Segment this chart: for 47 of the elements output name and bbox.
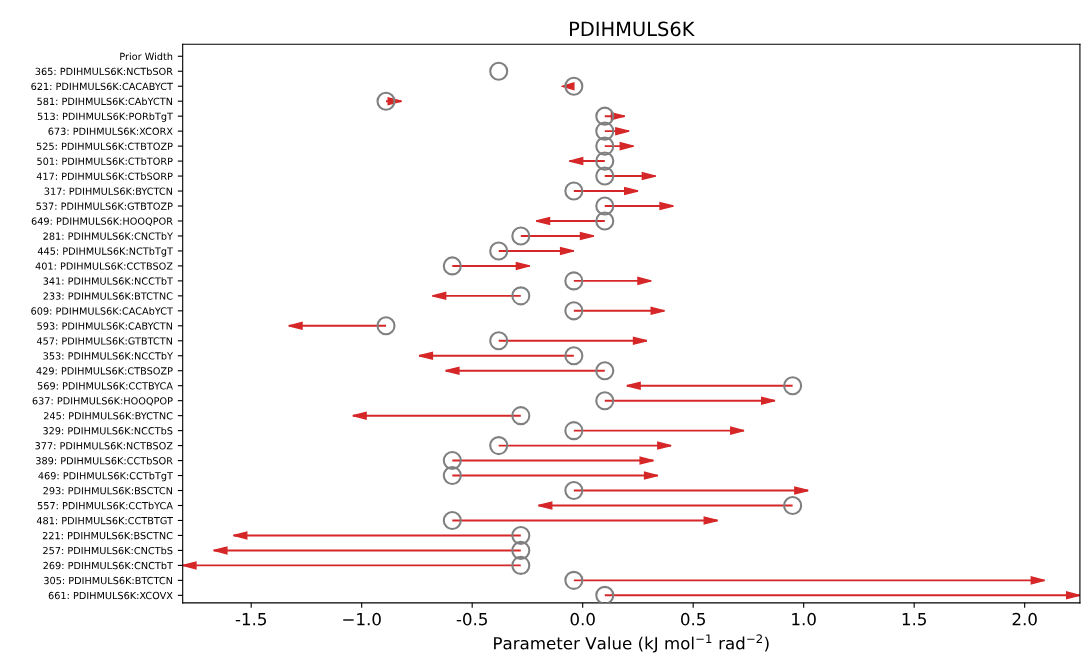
y-tick-label: 353: PDIHMULS6K:NCCTbY — [43, 352, 173, 360]
y-tick-label: 377: PDIHMULS6K:NCTBSOZ — [35, 442, 173, 450]
y-tick-label: 569: PDIHMULS6K:CCTBYCA — [37, 382, 173, 390]
y-tick-label: 221: PDIHMULS6K:BSCTNC — [42, 531, 173, 540]
y-tick-label: 457: PDIHMULS6K:GTBTCTN — [36, 337, 173, 345]
y-tick-label: 609: PDIHMULS6K:CACAbYCT — [31, 307, 173, 315]
x-tick-label: 0.0 — [570, 612, 595, 626]
y-tick-label: 469: PDIHMULS6K:CCTbTgT — [38, 471, 173, 482]
y-tick-label: 593: PDIHMULS6K:CABYCTN — [37, 322, 173, 330]
y-tick-label: Prior Width — [120, 52, 173, 61]
y-tick-label: 525: PDIHMULS6K:CTBTOZP — [36, 142, 173, 150]
x-tick-label: -1.5 — [235, 613, 266, 626]
y-tick-label: 417: PDIHMULS6K:CTbSORP — [36, 172, 173, 180]
y-tick-label: 233: PDIHMULS6K:BTCTNC — [43, 292, 173, 300]
y-tick-label: 281: PDIHMULS6K:CNCTbY — [43, 232, 173, 240]
x-axis-title: Parameter Value (kJ mol$^{−1}$ rad$^{−2}$) — [494, 634, 769, 653]
y-tick-label: 661: PDIHMULS6K:XCOVX — [48, 591, 173, 600]
y-tick-label: 557: PDIHMULS6K:CCTbYCA — [37, 501, 173, 510]
chart-title: PDIHMULS6K — [570, 21, 695, 37]
y-tick-label: 621: PDIHMULS6K:CACABYCT — [31, 82, 173, 91]
y-tick-label: 389: PDIHMULS6K:CCTbSOR — [36, 456, 173, 465]
y-tick-label: 673: PDIHMULS6K:XCORX — [48, 127, 173, 135]
x-tick-label: 2.0 — [1012, 612, 1037, 626]
y-tick-label: 429: PDIHMULS6K:CTBSOZP — [36, 367, 173, 375]
x-tick-label: −1.0 — [343, 612, 381, 626]
y-tick-label: 637: PDIHMULS6K:HOOQPOP — [32, 397, 173, 406]
y-tick-label: 305: PDIHMULS6K:BTCTCN — [44, 576, 173, 585]
y-tick-label: 269: PDIHMULS6K:CNCTbT — [43, 561, 173, 570]
x-tick-label: 0.5 — [681, 612, 705, 626]
y-tick-label: 257: PDIHMULS6K:CNCTbS — [43, 546, 173, 555]
x-tick-label: -0.5 — [456, 612, 487, 626]
y-tick-label: 317: PDIHMULS6K:BYCTCN — [44, 187, 173, 195]
y-tick-label: 365: PDIHMULS6K:NCTbSOR — [35, 67, 173, 76]
x-tick-label: 1.5 — [902, 613, 926, 626]
y-tick-label: 649: PDIHMULS6K:HOOQPOR — [31, 217, 173, 226]
y-tick-label: 445: PDIHMULS6K:NCTbTgT — [37, 247, 173, 257]
x-tick-label: 1.0 — [792, 612, 816, 626]
y-tick-label: 537: PDIHMULS6K:GTBTOZP — [36, 202, 173, 210]
y-tick-label: 481: PDIHMULS6K:CCTBTGT — [36, 516, 173, 525]
y-tick-label: 513: PDIHMULS6K:PORbTgT — [37, 112, 173, 122]
y-tick-label: 293: PDIHMULS6K:BSCTCN — [43, 487, 173, 495]
y-tick-label: 245: PDIHMULS6K:BYCTNC — [43, 412, 173, 420]
y-tick-label: 501: PDIHMULS6K:CTbTORP — [37, 157, 173, 165]
y-tick-label: 341: PDIHMULS6K:NCCTbT — [43, 277, 173, 285]
y-tick-label: 581: PDIHMULS6K:CAbYCTN — [37, 97, 173, 106]
y-tick-label: 401: PDIHMULS6K:CCTBSOZ — [35, 262, 173, 270]
y-tick-label: 329: PDIHMULS6K:NCCTbS — [43, 426, 173, 435]
